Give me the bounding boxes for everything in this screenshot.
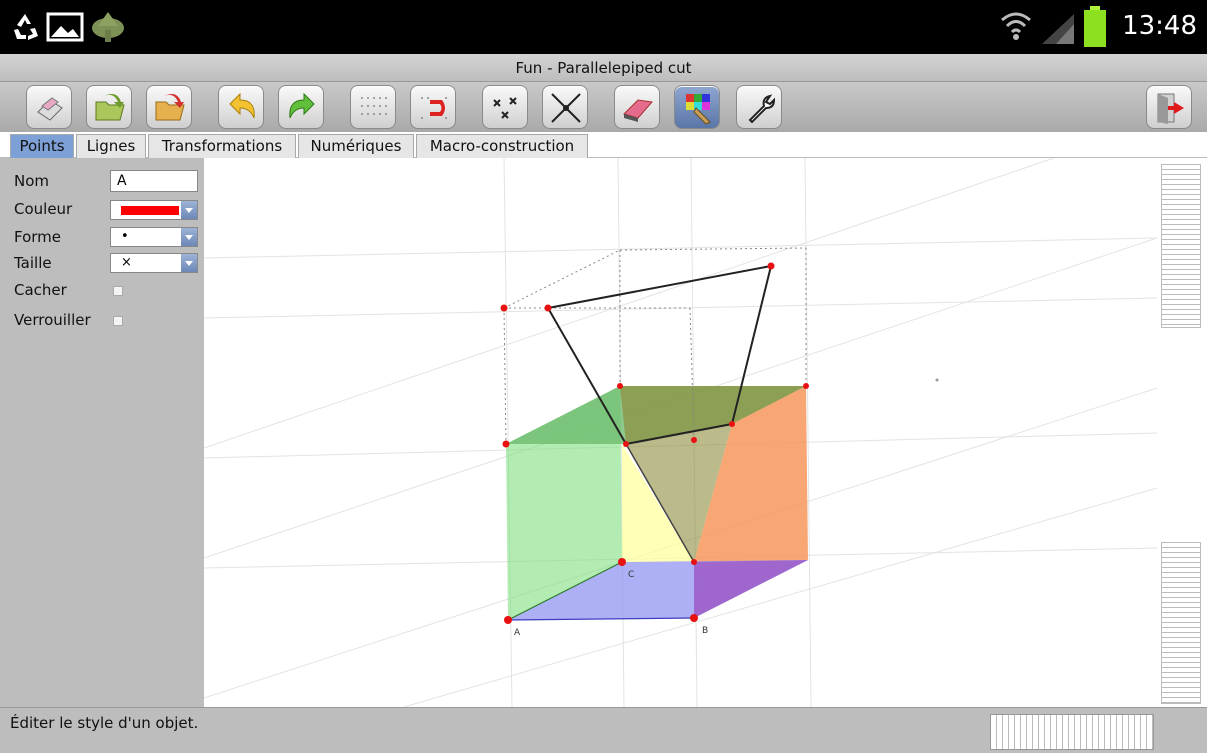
battery-icon	[1084, 6, 1106, 47]
grid-button[interactable]	[350, 85, 396, 129]
face-cut-olive	[620, 386, 806, 444]
exit-button[interactable]	[1146, 85, 1192, 129]
wifi-icon	[1001, 12, 1031, 40]
open-icon	[95, 94, 125, 121]
point[interactable]	[729, 421, 735, 427]
signal-icon	[1042, 14, 1074, 44]
exit-icon	[1157, 93, 1184, 124]
toolbar	[0, 82, 1207, 132]
taille-label: Taille	[14, 254, 52, 272]
android-icon	[92, 12, 124, 42]
undo-button[interactable]	[218, 85, 264, 129]
taille-value: ×	[121, 255, 132, 270]
couleur-select[interactable]	[110, 200, 198, 220]
palette-icon	[686, 94, 711, 125]
style-panel: Nom A Couleur Forme • Taille × Cacher Ve…	[0, 158, 204, 707]
chevron-down-icon	[181, 201, 197, 219]
dashed-edges	[503, 247, 807, 445]
cacher-label: Cacher	[14, 281, 67, 299]
style-button[interactable]	[674, 85, 720, 129]
redo-icon	[289, 92, 315, 119]
cut-line	[625, 443, 695, 563]
forme-label: Forme	[14, 228, 62, 246]
eraser-button[interactable]	[614, 85, 660, 129]
nom-input[interactable]: A	[110, 170, 198, 192]
color-swatch	[121, 206, 179, 215]
zoom-slider-top[interactable]	[1161, 164, 1201, 328]
open-button[interactable]	[86, 85, 132, 129]
wrench-icon	[748, 94, 776, 124]
chevron-down-icon	[181, 228, 197, 246]
new-icon	[37, 97, 63, 121]
tab-lignes[interactable]: Lignes	[76, 134, 146, 158]
redo-button[interactable]	[278, 85, 324, 129]
point-label-c: C	[628, 570, 635, 580]
horizontal-slider[interactable]	[990, 714, 1154, 750]
recycle-icon	[14, 14, 38, 40]
tab-bar: Points Lignes Transformations Numériques…	[0, 132, 1207, 158]
clock: 13:48	[1122, 11, 1197, 41]
point[interactable]	[803, 383, 809, 389]
save-icon	[155, 94, 185, 121]
grid-icon	[361, 97, 387, 115]
point[interactable]	[502, 440, 510, 448]
drawing-area	[204, 158, 1157, 707]
point-label-a: A	[514, 628, 521, 638]
points-button[interactable]	[482, 85, 528, 129]
face-bottom-right	[694, 560, 808, 618]
new-button[interactable]	[26, 85, 72, 129]
gallery-icon	[46, 12, 84, 42]
lines-icon	[551, 93, 581, 123]
point[interactable]	[500, 304, 508, 312]
canvas-dot	[935, 378, 939, 382]
system-status-bar: 13:48	[0, 0, 1207, 54]
tab-transformations[interactable]: Transformations	[148, 134, 296, 158]
tab-points[interactable]: Points	[10, 134, 74, 158]
forme-value: •	[121, 229, 129, 244]
nom-label: Nom	[14, 172, 50, 190]
magnet-grid-button[interactable]	[410, 85, 456, 129]
status-message: Éditer le style d'un objet.	[10, 714, 199, 732]
window-title: Fun - Parallelepiped cut	[515, 59, 692, 77]
settings-button[interactable]	[736, 85, 782, 129]
cacher-checkbox[interactable]	[113, 286, 123, 296]
point-c[interactable]	[618, 558, 626, 566]
face-back-yellow	[622, 444, 694, 562]
points-layer	[500, 262, 809, 624]
window-title-bar: Fun - Parallelepiped cut	[0, 54, 1207, 82]
point[interactable]	[623, 441, 629, 447]
magnet-grid-icon	[421, 97, 447, 119]
right-scroll-strip	[1157, 158, 1207, 707]
point-a[interactable]	[504, 616, 512, 624]
face-right	[694, 386, 808, 562]
face-left	[506, 386, 622, 620]
lines-button[interactable]	[542, 85, 588, 129]
green-edges	[507, 561, 623, 621]
geometry-canvas[interactable]: A B C	[204, 158, 1157, 707]
point[interactable]	[617, 383, 623, 389]
point[interactable]	[544, 304, 552, 312]
tab-macro-construction[interactable]: Macro-construction	[416, 134, 588, 158]
zoom-slider-bottom[interactable]	[1161, 542, 1201, 704]
eraser-icon	[623, 99, 653, 122]
blue-edges	[507, 617, 695, 621]
point[interactable]	[691, 559, 697, 565]
chevron-down-icon	[181, 254, 197, 272]
verrouiller-label: Verrouiller	[14, 311, 91, 329]
undo-icon	[229, 92, 255, 119]
tab-numeriques[interactable]: Numériques	[298, 134, 414, 158]
points-icon	[493, 97, 517, 119]
point-label-b: B	[702, 626, 709, 636]
point-b[interactable]	[690, 614, 698, 622]
status-bar: Éditer le style d'un objet.	[0, 707, 1207, 753]
forme-select[interactable]: •	[110, 227, 198, 247]
point[interactable]	[767, 262, 775, 270]
save-button[interactable]	[146, 85, 192, 129]
point[interactable]	[691, 437, 697, 443]
face-cut-tri	[626, 424, 732, 562]
couleur-label: Couleur	[14, 200, 73, 218]
taille-select[interactable]: ×	[110, 253, 198, 273]
verrouiller-checkbox[interactable]	[113, 316, 123, 326]
